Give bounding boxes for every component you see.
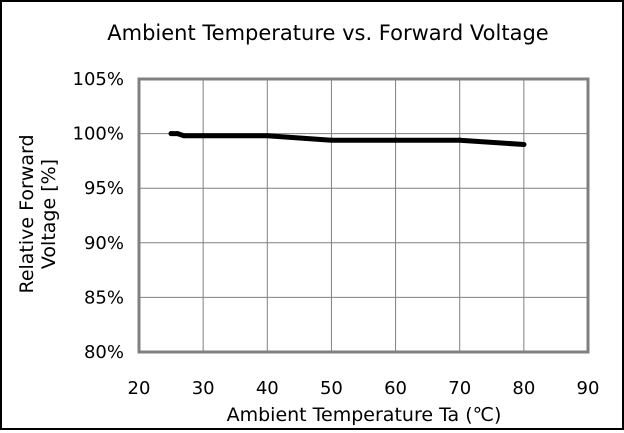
y-tick-label: 95% — [84, 178, 124, 199]
series-line-0 — [168, 131, 527, 147]
plot-area-border — [137, 77, 590, 354]
data-point — [181, 133, 187, 139]
y-tick-label: 105% — [73, 69, 124, 90]
x-tick-label: 90 — [577, 378, 600, 399]
series-layer — [168, 131, 527, 148]
data-point — [200, 133, 206, 139]
x-tick-label: 20 — [128, 378, 151, 399]
y-axis-label-line-1: Relative Forward — [16, 134, 38, 293]
y-tick-label: 100% — [73, 124, 124, 145]
data-point — [328, 137, 334, 143]
y-tick-label: 85% — [84, 287, 124, 308]
data-point — [521, 142, 527, 148]
x-tick-label: 30 — [192, 378, 215, 399]
y-axis-label: Relative Forward Voltage [%] — [16, 134, 60, 293]
data-point — [264, 133, 270, 139]
grid-lines — [139, 79, 588, 352]
x-tick-label: 60 — [384, 378, 407, 399]
data-point — [393, 137, 399, 143]
x-tick-label: 50 — [320, 378, 343, 399]
data-point — [168, 131, 174, 137]
y-axis-label-line-2: Voltage [%] — [38, 159, 60, 269]
chart-title: Ambient Temperature vs. Forward Voltage — [107, 21, 548, 45]
y-tick-label: 90% — [84, 233, 124, 254]
x-axis-label: Ambient Temperature Ta (℃) — [227, 404, 502, 426]
y-tick-label: 80% — [84, 342, 124, 363]
x-tick-labels: 20 30 40 50 60 70 80 90 — [128, 378, 600, 399]
x-tick-label: 40 — [256, 378, 279, 399]
x-tick-label: 70 — [448, 378, 471, 399]
data-point — [174, 131, 180, 137]
x-tick-label: 80 — [512, 378, 535, 399]
data-point — [457, 137, 463, 143]
y-tick-labels: 80% 85% 90% 95% 100% 105% — [73, 69, 124, 363]
line-chart: Ambient Temperature vs. Forward Voltage … — [16, 21, 600, 426]
